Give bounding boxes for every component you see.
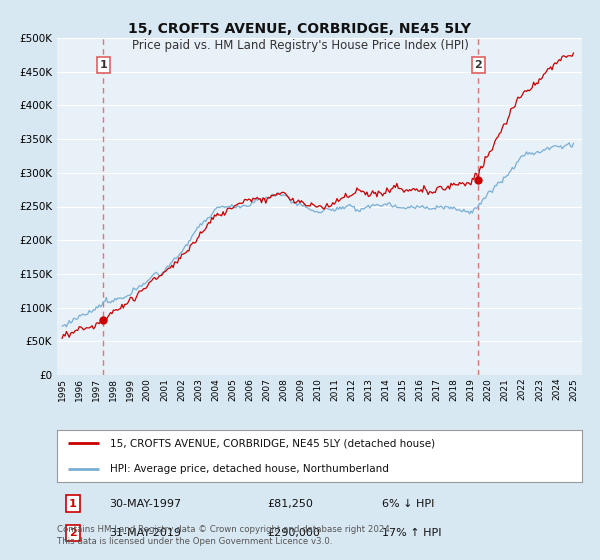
Text: Price paid vs. HM Land Registry's House Price Index (HPI): Price paid vs. HM Land Registry's House … — [131, 39, 469, 52]
Text: 30-MAY-1997: 30-MAY-1997 — [110, 499, 182, 508]
Text: 15, CROFTS AVENUE, CORBRIDGE, NE45 5LY (detached house): 15, CROFTS AVENUE, CORBRIDGE, NE45 5LY (… — [110, 438, 434, 448]
Text: HPI: Average price, detached house, Northumberland: HPI: Average price, detached house, Nort… — [110, 464, 388, 474]
Text: 31-MAY-2019: 31-MAY-2019 — [110, 528, 182, 538]
Text: £290,000: £290,000 — [267, 528, 320, 538]
Text: 2: 2 — [475, 60, 482, 70]
Text: £81,250: £81,250 — [267, 499, 313, 508]
Text: 1: 1 — [100, 60, 107, 70]
Text: 17% ↑ HPI: 17% ↑ HPI — [383, 528, 442, 538]
Text: 2: 2 — [69, 528, 77, 538]
Text: 6% ↓ HPI: 6% ↓ HPI — [383, 499, 435, 508]
Text: 1: 1 — [69, 499, 77, 508]
Text: 15, CROFTS AVENUE, CORBRIDGE, NE45 5LY: 15, CROFTS AVENUE, CORBRIDGE, NE45 5LY — [128, 22, 472, 36]
Text: Contains HM Land Registry data © Crown copyright and database right 2024.
This d: Contains HM Land Registry data © Crown c… — [57, 525, 392, 546]
